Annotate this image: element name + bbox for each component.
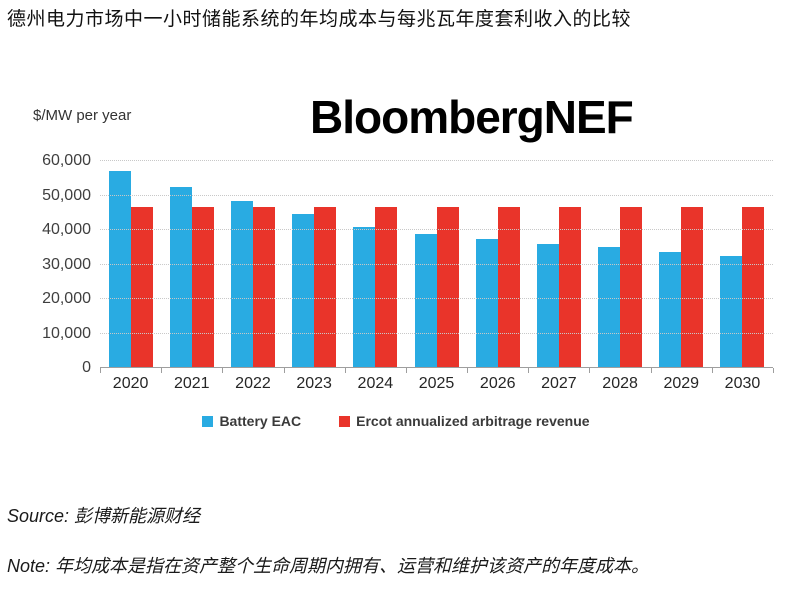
bar-group-2023 <box>284 161 345 368</box>
x-tick-label-2028: 2028 <box>602 375 638 392</box>
legend-swatch-icon <box>339 415 351 427</box>
gridline-10000 <box>100 332 773 334</box>
bar-group-2020 <box>100 161 161 368</box>
x-tick-label-2025: 2025 <box>418 375 455 392</box>
legend: Battery EAC Ercot annualized arbitrage re… <box>10 413 782 429</box>
legend-label: Battery EAC <box>219 413 302 429</box>
bar-group-2025 <box>406 161 467 368</box>
bar-group-2026 <box>467 161 528 368</box>
bar-group-2021 <box>161 161 222 368</box>
x-tick-label-2029: 2029 <box>663 375 700 392</box>
y-tick-label-30000: 30,000 <box>42 255 91 273</box>
bar-group-2030 <box>712 161 773 368</box>
legend-swatch-icon <box>202 415 214 427</box>
x-axis-labels: 2020 2021 2022 2023 2024 2025 2026 2027 2028 2029… <box>100 375 773 393</box>
x-axis-tick <box>344 368 346 373</box>
plot-area: 0 10,000 20,000 30,000 40,000 50,000 60,000 <box>42 152 774 376</box>
bar-ercot-annualized-arbitrage-revenue-2029 <box>681 206 704 368</box>
x-axis-tick <box>650 368 652 373</box>
y-axis-unit-label: $/MW per year <box>33 107 132 124</box>
bar-battery-eac-2023 <box>292 214 315 368</box>
legend-item-battery-eac: Battery EAC <box>202 413 301 429</box>
x-axis-tick <box>467 368 469 373</box>
x-tick-label-2027: 2027 <box>541 375 577 392</box>
y-tick-label-0: 0 <box>82 359 91 376</box>
gridline-50000 <box>100 194 773 196</box>
x-tick-label-2026: 2026 <box>479 375 516 392</box>
bar-ercot-annualized-arbitrage-revenue-2021 <box>191 206 214 368</box>
bar-battery-eac-2022 <box>230 201 253 368</box>
x-axis-tick <box>100 368 101 373</box>
bar-ercot-annualized-arbitrage-revenue-2025 <box>436 206 459 368</box>
bar-ercot-annualized-arbitrage-revenue-2022 <box>252 206 275 368</box>
bar-groups <box>100 161 773 368</box>
x-axis-tick <box>405 368 407 373</box>
gridline-20000 <box>100 298 773 300</box>
x-axis-tick <box>528 368 530 373</box>
bar-ercot-annualized-arbitrage-revenue-2028 <box>620 206 643 368</box>
y-tick-label-10000: 10,000 <box>42 324 91 342</box>
legend-label: Ercot annualized arbitrage revenue <box>356 413 590 429</box>
bar-group-2024 <box>345 161 406 368</box>
bloombergnef-logo: BloombergNEF <box>310 91 634 143</box>
y-tick-label-60000: 60,000 <box>42 152 91 169</box>
x-tick-label-2020: 2020 <box>112 375 149 392</box>
x-tick-label-2030: 2030 <box>724 375 761 392</box>
gridline-30000 <box>100 263 773 265</box>
bar-battery-eac-2028 <box>598 247 621 368</box>
bar-ercot-annualized-arbitrage-revenue-2027 <box>558 206 581 368</box>
x-axis-line <box>100 367 773 368</box>
x-tick-label-2021: 2021 <box>173 375 210 392</box>
legend-item-ercot-annualized-arbitrage-revenue: Ercot annualized arbitrage revenue <box>339 413 590 429</box>
y-tick-label-20000: 20,000 <box>42 290 91 308</box>
bar-ercot-annualized-arbitrage-revenue-2030 <box>742 206 765 368</box>
bar-group-2028 <box>590 161 651 368</box>
gridline-60000 <box>100 160 773 161</box>
y-tick-label-50000: 50,000 <box>42 186 91 204</box>
bar-group-2027 <box>528 161 589 368</box>
y-tick-label-40000: 40,000 <box>42 221 91 239</box>
bar-battery-eac-2029 <box>659 251 682 368</box>
note-text: Note: 年均成本是指在资产整个生命周期内拥有、运营和维护该资产的年度成本。 <box>7 556 650 576</box>
x-axis-tick <box>589 368 591 373</box>
source-text: Source: 彭博新能源财经 <box>7 506 201 526</box>
bar-battery-eac-2027 <box>536 243 559 368</box>
bar-ercot-annualized-arbitrage-revenue-2023 <box>314 206 337 368</box>
chart: $/MW per year BloombergNEF 0 10,000 20,000… <box>10 88 782 440</box>
bar-group-2029 <box>651 161 712 368</box>
bar-battery-eac-2021 <box>169 186 192 368</box>
x-axis-tick <box>711 368 713 373</box>
bar-battery-eac-2020 <box>108 171 131 368</box>
bar-ercot-annualized-arbitrage-revenue-2024 <box>375 206 398 368</box>
bar-battery-eac-2030 <box>720 255 743 368</box>
bar-ercot-annualized-arbitrage-revenue-2026 <box>497 206 520 368</box>
bar-battery-eac-2026 <box>475 238 498 368</box>
x-axis-tick <box>773 368 774 373</box>
page-title: 德州电力市场中一小时储能系统的年均成本与每兆瓦年度套利收入的比较 <box>7 9 632 30</box>
bar-group-2022 <box>222 161 283 368</box>
bar-battery-eac-2025 <box>414 234 437 368</box>
x-axis-tick <box>222 368 224 373</box>
x-tick-label-2024: 2024 <box>357 375 394 392</box>
x-axis-tick <box>283 368 285 373</box>
x-axis-tick <box>161 368 163 373</box>
gridline-40000 <box>100 229 773 231</box>
x-tick-label-2023: 2023 <box>296 375 332 392</box>
x-tick-label-2022: 2022 <box>235 375 271 392</box>
bar-ercot-annualized-arbitrage-revenue-2020 <box>130 206 153 368</box>
